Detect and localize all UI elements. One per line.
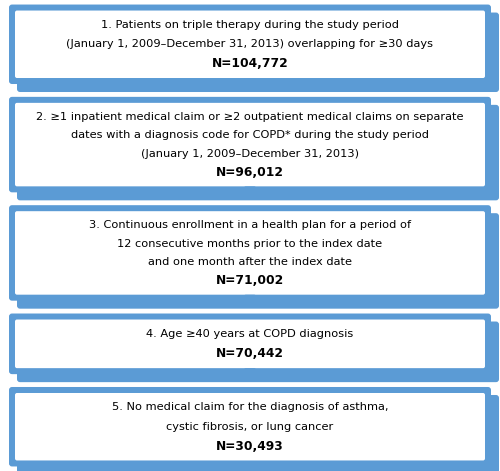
FancyBboxPatch shape [9, 314, 491, 374]
Text: cystic fibrosis, or lung cancer: cystic fibrosis, or lung cancer [166, 422, 334, 432]
Text: N=71,002: N=71,002 [216, 275, 284, 287]
FancyBboxPatch shape [17, 105, 499, 200]
Text: (January 1, 2009–December 31, 2013): (January 1, 2009–December 31, 2013) [141, 149, 359, 159]
Text: 1. Patients on triple therapy during the study period: 1. Patients on triple therapy during the… [101, 20, 399, 30]
FancyBboxPatch shape [15, 319, 485, 368]
Text: N=96,012: N=96,012 [216, 166, 284, 179]
FancyBboxPatch shape [15, 103, 485, 187]
Text: and one month after the index date: and one month after the index date [148, 257, 352, 267]
Text: 3. Continuous enrollment in a health plan for a period of: 3. Continuous enrollment in a health pla… [89, 220, 411, 230]
FancyBboxPatch shape [9, 387, 491, 466]
FancyBboxPatch shape [17, 322, 499, 382]
FancyBboxPatch shape [17, 213, 499, 309]
FancyBboxPatch shape [17, 395, 499, 471]
FancyBboxPatch shape [17, 13, 499, 92]
FancyBboxPatch shape [15, 10, 485, 78]
Text: 12 consecutive months prior to the index date: 12 consecutive months prior to the index… [118, 239, 382, 249]
Text: N=30,493: N=30,493 [216, 439, 284, 453]
FancyBboxPatch shape [9, 5, 491, 84]
FancyBboxPatch shape [9, 205, 491, 300]
Text: 4. Age ≥40 years at COPD diagnosis: 4. Age ≥40 years at COPD diagnosis [146, 329, 354, 339]
Text: 5. No medical claim for the diagnosis of asthma,: 5. No medical claim for the diagnosis of… [112, 402, 388, 413]
Text: 2. ≥1 inpatient medical claim or ≥2 outpatient medical claims on separate: 2. ≥1 inpatient medical claim or ≥2 outp… [36, 112, 464, 122]
Text: N=70,442: N=70,442 [216, 347, 284, 360]
FancyBboxPatch shape [9, 97, 491, 192]
Text: dates with a diagnosis code for COPD* during the study period: dates with a diagnosis code for COPD* du… [71, 130, 429, 140]
FancyBboxPatch shape [15, 211, 485, 295]
FancyBboxPatch shape [15, 393, 485, 461]
Text: N=104,772: N=104,772 [212, 57, 288, 70]
Text: (January 1, 2009–December 31, 2013) overlapping for ≥30 days: (January 1, 2009–December 31, 2013) over… [66, 39, 434, 49]
